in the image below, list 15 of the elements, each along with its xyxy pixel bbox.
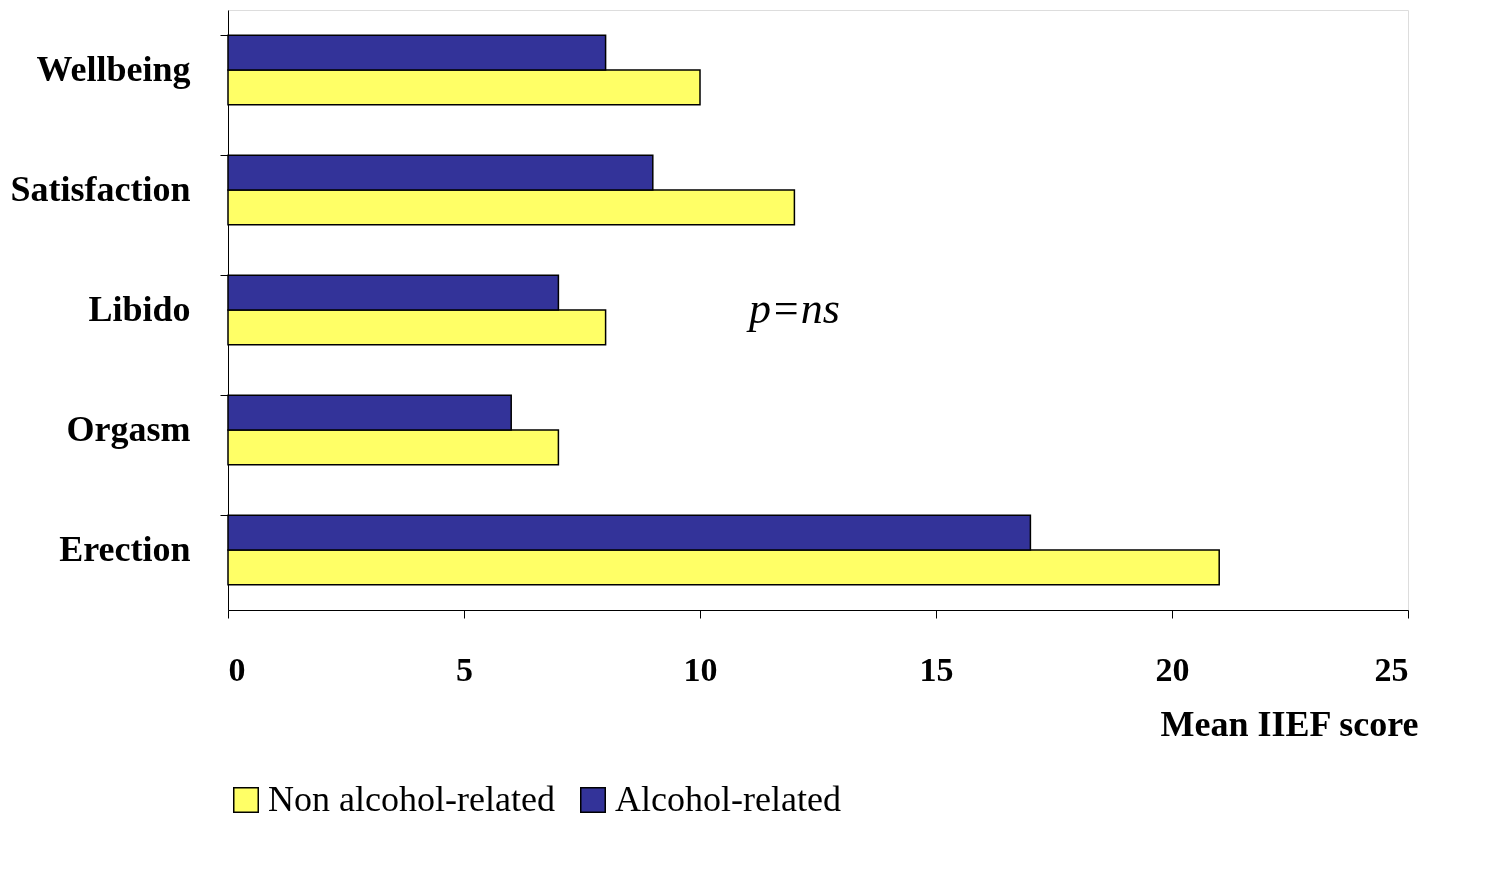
x-tick-label: 10 (683, 650, 718, 688)
x-tick-label: 20 (1155, 650, 1190, 688)
y-tick-label: Erection (59, 529, 191, 569)
x-tick-label: 0 (228, 650, 246, 688)
x-tick-label: 15 (919, 650, 954, 688)
x-tick-label: 25 (1374, 650, 1409, 688)
y-tick-label: Wellbeing (36, 49, 191, 89)
legend-label: Non alcohol-related (268, 779, 555, 819)
y-tick-label: Satisfaction (10, 169, 191, 209)
y-tick-label: Libido (88, 289, 191, 329)
x-tick-label: 5 (456, 650, 473, 688)
x-axis-title: Mean IIEF score (1160, 703, 1419, 744)
legend-label: Alcohol-related (615, 779, 841, 819)
annotation: p=ns (745, 284, 840, 333)
y-tick-label: Orgasm (66, 409, 191, 449)
